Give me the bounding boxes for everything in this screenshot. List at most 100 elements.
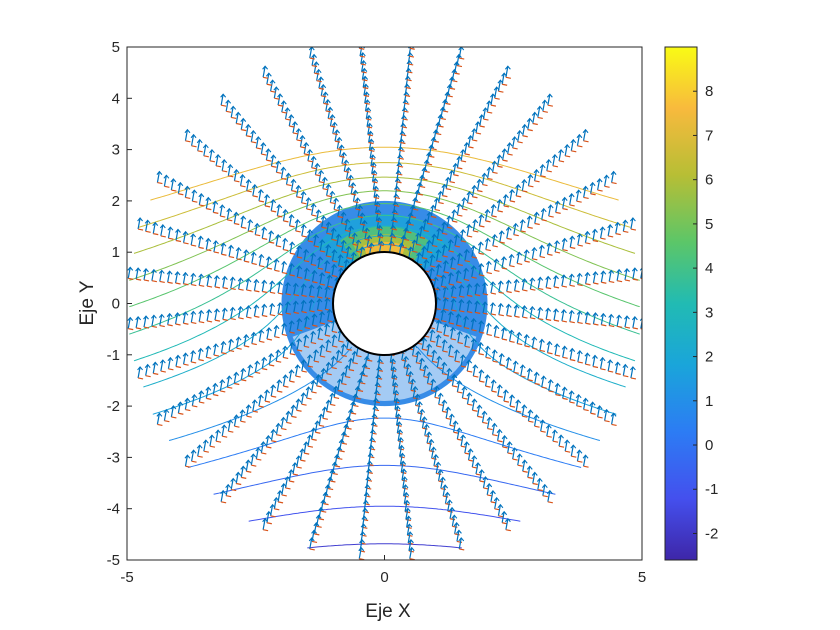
vector-arrowhead-blue — [251, 183, 258, 189]
vector-arrowhead-blue — [310, 203, 317, 208]
vector-arrowhead-blue — [258, 189, 264, 194]
vector-arrowhead-blue — [584, 311, 591, 316]
vector-arrow-orange — [274, 508, 280, 511]
vector-arrow-orange — [274, 269, 280, 272]
vector-arrow-orange — [541, 386, 547, 389]
vector-arrow-blue — [456, 156, 460, 168]
vector-arrowhead-blue — [229, 306, 236, 311]
vector-arrow-orange — [330, 125, 336, 128]
vector-arrow-orange — [274, 97, 280, 100]
vector-arrowhead-blue — [250, 251, 257, 256]
vector-arrow-blue — [289, 263, 293, 275]
vector-arrow-blue — [222, 276, 226, 288]
vector-arrow-orange — [442, 350, 448, 353]
vector-arrow-blue — [325, 244, 329, 257]
vector-arrowhead-blue — [624, 268, 630, 273]
vector-arrow-blue — [416, 252, 420, 264]
vector-arrow-blue — [497, 385, 501, 397]
vector-arrow-blue — [205, 197, 209, 209]
vector-arrowhead-blue — [206, 309, 213, 314]
vector-arrow-orange — [616, 280, 623, 283]
vector-arrowhead-blue — [233, 371, 240, 376]
vector-arrow-blue — [431, 350, 435, 362]
vector-arrowhead-blue — [501, 435, 508, 440]
vector-arrow-orange — [262, 368, 268, 371]
vector-arrow-blue — [576, 190, 580, 202]
vector-arrow-orange — [483, 118, 489, 121]
vector-arrowhead-blue — [364, 355, 370, 361]
vector-arrow-orange — [522, 470, 528, 473]
vector-arrowhead-blue — [250, 453, 257, 458]
vector-arrow-blue — [309, 537, 313, 550]
vector-arrow-orange — [409, 47, 415, 50]
vector-arrowhead-blue — [435, 249, 442, 254]
vector-arrow-orange — [502, 159, 508, 162]
vector-arrow-orange — [167, 281, 173, 284]
vector-arrowhead-blue — [472, 219, 479, 224]
vector-arrowhead-blue — [264, 389, 270, 394]
vector-arrow-orange — [601, 324, 607, 327]
vector-arrow-blue — [464, 442, 468, 454]
vector-arrowhead-blue — [345, 416, 352, 421]
vector-arrow-orange — [316, 385, 322, 388]
vector-arrow-orange — [600, 368, 606, 371]
vector-arrow-blue — [399, 131, 404, 143]
vector-arrow-blue — [203, 440, 207, 452]
vector-arrow-orange — [341, 442, 348, 445]
vector-arrow-orange — [240, 420, 246, 423]
vector-arrow-orange — [192, 200, 198, 203]
vector-arrowhead-blue — [451, 68, 458, 74]
vector-arrowhead-blue — [403, 91, 410, 96]
vector-arrowhead-blue — [423, 159, 430, 164]
vector-arrowhead-blue — [392, 381, 399, 387]
vector-arrow-orange — [443, 334, 450, 337]
vector-arrowhead-blue — [442, 99, 449, 104]
vector-arrowhead-blue — [235, 471, 242, 476]
vector-arrow-blue — [454, 62, 458, 74]
vector-arrowhead-blue — [406, 523, 413, 528]
vector-arrowhead-blue — [509, 189, 515, 194]
vector-arrowhead-blue — [333, 197, 340, 202]
vector-arrowhead-blue — [373, 193, 380, 198]
vector-arrow-orange — [297, 329, 303, 332]
vector-arrow-blue — [327, 107, 331, 119]
vector-arrow-orange — [304, 153, 310, 156]
vector-arrow-orange — [309, 548, 315, 551]
vector-arrow-orange — [348, 419, 354, 423]
vector-arrowhead-blue — [198, 390, 205, 395]
vector-arrowhead-blue — [409, 37, 414, 40]
vector-arrow-orange — [447, 379, 453, 382]
vector-arrowhead-blue — [303, 441, 310, 446]
vector-arrowhead-blue — [396, 162, 403, 167]
vector-arrowhead-blue — [135, 267, 142, 272]
vector-arrow-blue — [455, 314, 460, 326]
vector-arrow-blue — [615, 222, 619, 234]
vector-arrow-orange — [400, 141, 406, 145]
vector-arrow-orange — [494, 508, 500, 511]
vector-arrowhead-blue — [369, 429, 376, 434]
vector-arrow-orange — [191, 321, 197, 325]
vector-arrow-orange — [241, 379, 247, 382]
vector-arrow-orange — [199, 284, 205, 287]
vector-arrow-orange — [261, 153, 267, 156]
vector-arrowhead-blue — [458, 298, 465, 304]
vector-arrowhead-blue — [251, 399, 258, 404]
vector-arrow-orange — [322, 417, 328, 420]
vector-arrow-blue — [331, 320, 335, 332]
vector-arrow-blue — [442, 99, 446, 112]
vector-arrow-blue — [163, 409, 167, 421]
vector-arrow-blue — [394, 186, 398, 198]
vector-arrow-blue — [440, 477, 444, 489]
vector-arrowhead-blue — [610, 170, 617, 175]
vector-arrow-blue — [151, 269, 155, 281]
x-tick-label: -5 — [120, 569, 133, 586]
vector-arrow-blue — [537, 277, 541, 289]
vector-arrowhead-blue — [331, 263, 338, 268]
vector-arrow-blue — [497, 80, 502, 92]
vector-arrowhead-blue — [496, 199, 503, 204]
vector-arrow-blue — [240, 216, 244, 228]
vector-arrowhead-blue — [191, 393, 198, 399]
contour-line — [133, 176, 636, 254]
vector-arrow-blue — [502, 435, 506, 447]
vector-arrow-blue — [215, 430, 219, 442]
